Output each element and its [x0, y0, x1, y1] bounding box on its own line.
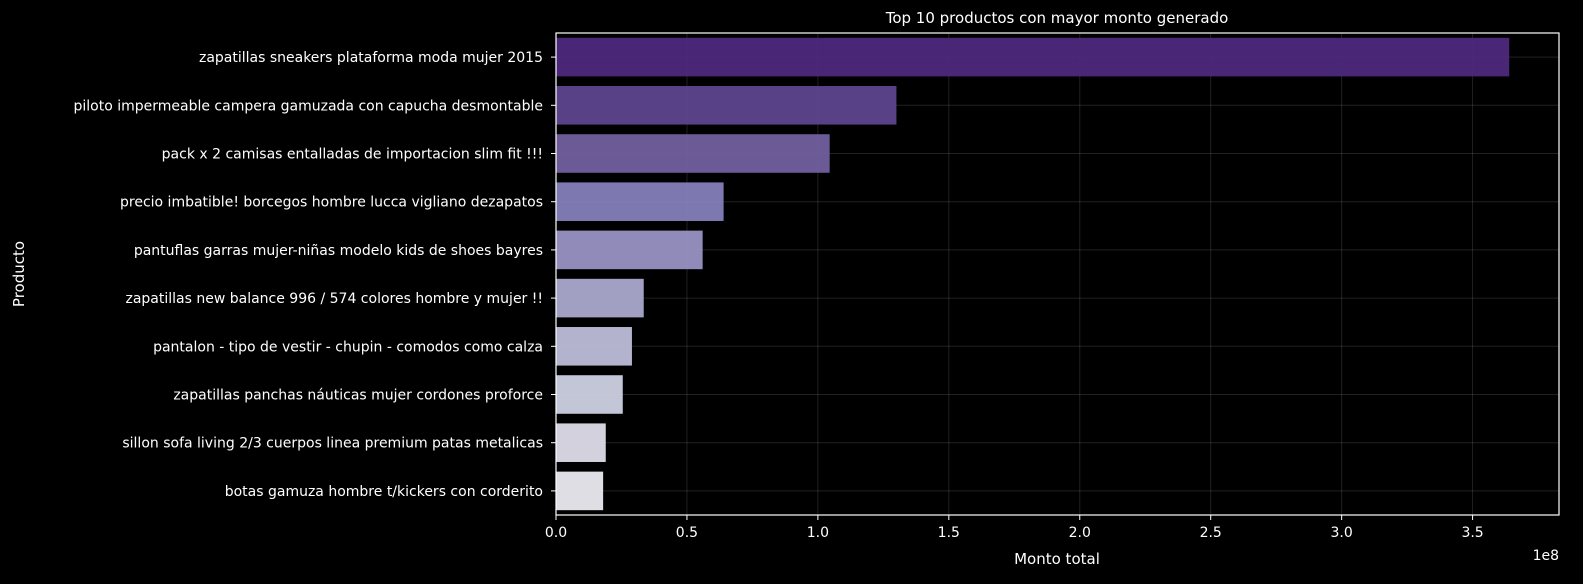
x-tick-label-3: 1.5: [938, 525, 960, 541]
bar-10: [556, 472, 603, 511]
x-tick-label-4: 2.0: [1069, 525, 1091, 541]
category-label-4: precio imbatible! borcegos hombre lucca …: [120, 195, 543, 211]
category-label-3: pack x 2 camisas entalladas de importaci…: [162, 147, 543, 163]
bar-3: [556, 134, 830, 173]
bars: [556, 38, 1509, 510]
x-axis-scale-note: 1e8: [1533, 548, 1559, 564]
x-axis-ticks: 0.0 0.5 1.0 1.5 2.0 2.5 3.0 3.5: [545, 515, 1484, 541]
category-label-1: zapatillas sneakers plataforma moda muje…: [199, 50, 543, 66]
x-tick-label-0: 0.0: [545, 525, 567, 541]
x-tick-label-7: 3.5: [1461, 525, 1483, 541]
x-tick-label-5: 2.5: [1200, 525, 1222, 541]
bar-7: [556, 327, 632, 366]
bar-4: [556, 182, 724, 221]
category-label-6: zapatillas new balance 996 / 574 colores…: [125, 291, 543, 307]
x-tick-label-6: 3.0: [1331, 525, 1353, 541]
x-tick-label-2: 1.0: [807, 525, 829, 541]
category-label-9: sillon sofa living 2/3 cuerpos linea pre…: [122, 436, 543, 452]
category-label-2: piloto impermeable campera gamuzada con …: [73, 98, 543, 114]
chart-title: Top 10 productos con mayor monto generad…: [885, 9, 1229, 27]
x-axis-label: Monto total: [1014, 550, 1100, 568]
bar-6: [556, 279, 644, 318]
bar-9: [556, 423, 606, 462]
category-label-5: pantuflas garras mujer-niñas modelo kids…: [134, 243, 543, 259]
category-label-10: botas gamuza hombre t/kickers con corder…: [225, 484, 543, 500]
bar-5: [556, 231, 703, 270]
y-axis-label: Producto: [10, 241, 28, 307]
category-labels: zapatillas sneakers plataforma moda muje…: [73, 50, 556, 500]
bar-1: [556, 38, 1509, 77]
bar-2: [556, 86, 896, 125]
category-label-8: zapatillas panchas náuticas mujer cordon…: [173, 388, 543, 404]
category-label-7: pantalon - tipo de vestir - chupin - com…: [153, 339, 543, 355]
bar-8: [556, 375, 623, 414]
x-tick-label-1: 0.5: [676, 525, 698, 541]
